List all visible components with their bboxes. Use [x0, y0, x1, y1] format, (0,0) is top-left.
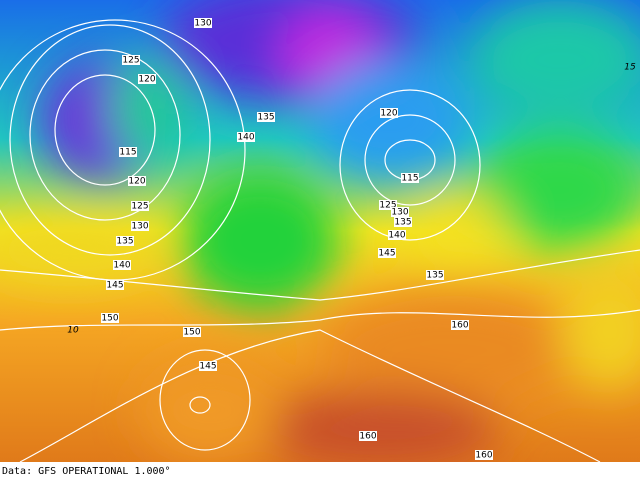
label-box: [475, 450, 493, 460]
label-box: [122, 55, 140, 65]
label-box: [131, 221, 149, 231]
contour-label: 150: [101, 314, 118, 324]
label-box: [237, 132, 255, 142]
contour-label: 145: [106, 281, 123, 291]
contour-label: 125: [379, 201, 396, 211]
label-box: [116, 236, 134, 246]
label-box: [138, 74, 156, 84]
label-box: [101, 313, 119, 323]
label-box: [379, 200, 397, 210]
label-box: [183, 327, 201, 337]
label-box: [451, 320, 469, 330]
contour-label: 135: [394, 218, 411, 228]
contour-label: 145: [378, 249, 395, 259]
contour-label: 160: [359, 432, 376, 442]
label-box: [380, 108, 398, 118]
contour-labels: 1301251201151201251301351401451501501451…: [67, 18, 636, 461]
label-box: [391, 207, 409, 217]
label-box: [388, 230, 406, 240]
label-box: [378, 248, 396, 258]
label-box: [359, 431, 377, 441]
label-box: [199, 361, 217, 371]
label-box: [131, 201, 149, 211]
label-box: [401, 173, 419, 183]
contour-label: 135: [426, 271, 443, 281]
label-box: [257, 112, 275, 122]
contour-label: 115: [119, 148, 136, 158]
label-box: [194, 18, 212, 28]
contour-label: 130: [131, 222, 148, 232]
footer-bar: [0, 462, 640, 480]
label-box: [394, 217, 412, 227]
contour-label: 120: [128, 177, 145, 187]
label-box: [113, 260, 131, 270]
contour-label: 150: [183, 328, 200, 338]
contour-label: 140: [113, 261, 130, 271]
isotherm-label: 10: [67, 326, 79, 336]
label-box: [426, 270, 444, 280]
contour-label: 135: [116, 237, 133, 247]
label-box: [128, 176, 146, 186]
isotherm-label: 15: [624, 63, 636, 73]
contour-label: 120: [380, 109, 397, 119]
label-box: [106, 280, 124, 290]
temperature-field: [0, 0, 640, 470]
contour-label: 125: [131, 202, 148, 212]
contour-label: 160: [475, 451, 492, 461]
contour-label: 145: [199, 362, 216, 372]
contour-label: 135: [257, 113, 274, 123]
contour-label: 130: [194, 19, 211, 29]
contour-label: 125: [122, 56, 139, 66]
contour-label: 120: [138, 75, 155, 85]
contour-label: 115: [401, 174, 418, 184]
footer-source: Data: GFS OPERATIONAL 1.000°: [2, 466, 171, 477]
contour-label: 140: [237, 133, 254, 143]
label-box: [119, 147, 137, 157]
contour-label: 160: [451, 321, 468, 331]
contour-label: 140: [388, 231, 405, 241]
geopotential-contours: [0, 19, 640, 463]
contour-label: 130: [391, 208, 408, 218]
